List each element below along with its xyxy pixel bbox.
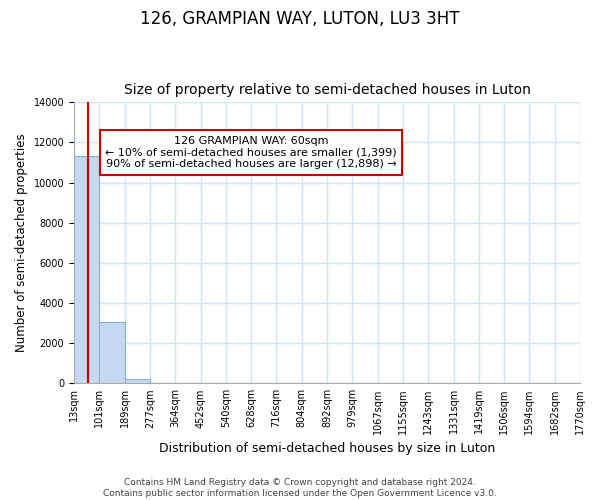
Title: Size of property relative to semi-detached houses in Luton: Size of property relative to semi-detach… [124, 83, 530, 97]
Text: 126, GRAMPIAN WAY, LUTON, LU3 3HT: 126, GRAMPIAN WAY, LUTON, LU3 3HT [140, 10, 460, 28]
X-axis label: Distribution of semi-detached houses by size in Luton: Distribution of semi-detached houses by … [159, 442, 495, 455]
Y-axis label: Number of semi-detached properties: Number of semi-detached properties [15, 134, 28, 352]
Bar [100, 322, 125, 384]
Bar [74, 156, 100, 384]
Text: 126 GRAMPIAN WAY: 60sqm
← 10% of semi-detached houses are smaller (1,399)
90% of: 126 GRAMPIAN WAY: 60sqm ← 10% of semi-de… [106, 136, 397, 169]
Bar [125, 379, 150, 384]
Text: Contains HM Land Registry data © Crown copyright and database right 2024.
Contai: Contains HM Land Registry data © Crown c… [103, 478, 497, 498]
